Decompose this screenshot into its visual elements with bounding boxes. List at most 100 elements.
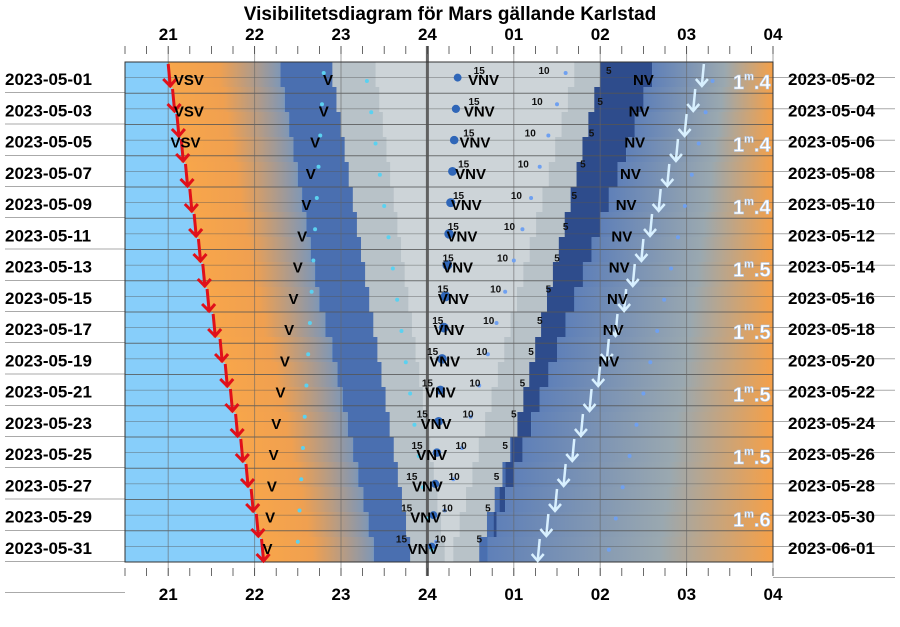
altitude-label: 10: [476, 347, 488, 358]
planet-high-band: [404, 262, 524, 288]
path-dot: [390, 266, 395, 271]
altitude-label: 15: [453, 191, 465, 202]
mars-culmination-dot: [451, 104, 461, 113]
deep-night-band: [600, 62, 653, 88]
plot-frame: [124, 61, 774, 563]
mars-culmination-dot: [440, 291, 451, 302]
path-dot: [563, 70, 568, 75]
mars-culmination-dot: [434, 416, 444, 426]
direction-label: V: [310, 135, 320, 152]
morning-twilight-band: [531, 412, 773, 438]
row-date-right: 2023-05-30: [788, 508, 875, 527]
path-dot: [703, 110, 708, 115]
altitude-label: 5: [563, 222, 569, 233]
x-tick-label-bottom: 24: [418, 585, 437, 604]
x-tick-label-top: 24: [418, 25, 437, 44]
evening-twilight-band: [261, 537, 374, 563]
altitude-label: 10: [435, 535, 447, 546]
evening-twilight-band: [245, 462, 359, 488]
altitude-label: 10: [532, 97, 544, 108]
sunrise-arrow: [625, 263, 640, 288]
altitude-label: 15: [422, 378, 434, 389]
row-date-left: 2023-05-27: [5, 476, 92, 495]
path-dot: [675, 235, 680, 240]
magnitude-label: 1m.6: [733, 508, 771, 531]
path-dot: [634, 422, 639, 427]
mars-culmination-dot: [432, 448, 442, 457]
row-date-left: 2023-05-13: [5, 258, 92, 277]
row-date-right: 2023-05-26: [788, 445, 875, 464]
direction-label: VNV: [412, 478, 443, 495]
sunset-arrow: [201, 288, 217, 314]
altitude-label: 5: [528, 347, 534, 358]
altitude-label: 15: [396, 535, 408, 546]
altitude-label: 10: [511, 191, 523, 202]
altitude-label: 15: [437, 285, 449, 296]
sunrise-arrow: [686, 88, 701, 113]
direction-label: VNV: [408, 541, 439, 558]
direction-label: VNV: [410, 510, 441, 527]
direction-label: NV: [609, 260, 630, 277]
x-tick-label-top: 02: [591, 25, 610, 44]
magnitude-label: 1m.5: [733, 258, 771, 281]
evening-twilight-band: [194, 212, 307, 238]
x-tick-label-top: 01: [504, 25, 523, 44]
altitude-label: 5: [589, 128, 595, 139]
deep-night-band: [493, 512, 497, 538]
planet-high-band: [397, 212, 537, 238]
direction-label: VNV: [442, 260, 473, 277]
row-date-left: 2023-05-25: [5, 445, 92, 464]
altitude-label: 15: [474, 66, 486, 77]
altitude-label: 10: [449, 472, 461, 483]
morning-twilight-band: [557, 337, 773, 363]
morning-twilight-band: [513, 462, 773, 488]
path-dot: [494, 320, 499, 325]
planet-high-band: [422, 387, 492, 413]
planet-high-band: [390, 162, 549, 188]
evening-twilight-band: [235, 412, 348, 438]
altitude-label: 15: [417, 410, 429, 421]
direction-label: V: [288, 291, 298, 308]
row-date-right: 2023-06-01: [788, 539, 875, 558]
path-dot: [613, 516, 618, 521]
evening-twilight-band: [181, 137, 294, 163]
sunset-arrow: [219, 363, 235, 389]
path-dot: [477, 383, 482, 388]
row-date-left: 2023-05-07: [5, 164, 92, 183]
path-dot: [620, 485, 625, 490]
row-date-left: 2023-05-23: [5, 414, 92, 433]
deep-night-band: [517, 412, 532, 438]
altitude-label: 10: [442, 503, 454, 514]
path-dot: [546, 133, 551, 138]
direction-label: NV: [611, 228, 632, 245]
planet-high-band: [375, 62, 575, 88]
mars-culmination-dot: [442, 260, 453, 270]
morning-twilight-band: [539, 387, 773, 413]
direction-label: V: [280, 353, 290, 370]
sunset-arrow: [179, 163, 195, 189]
path-dot: [416, 453, 421, 458]
path-dot: [537, 164, 542, 169]
row-date-right: 2023-05-08: [788, 164, 875, 183]
altitude-label: 10: [525, 128, 537, 139]
evening-twilight-band: [207, 287, 320, 313]
altitude-label: 5: [476, 535, 482, 546]
evening-twilight-band: [230, 387, 343, 413]
row-date-right: 2023-05-16: [788, 289, 875, 308]
direction-label: VNV: [425, 385, 456, 402]
direction-label: VNV: [434, 322, 465, 339]
sunset-arrow: [207, 313, 223, 339]
sunset-arrow: [234, 438, 250, 464]
direction-label: VSV: [174, 103, 204, 120]
deep-night-band: [570, 187, 609, 213]
row-date-left: 2023-05-11: [5, 226, 91, 245]
morning-twilight-band: [496, 512, 773, 538]
path-dot: [313, 227, 318, 232]
deep-night-band: [552, 262, 583, 288]
altitude-label: 15: [458, 160, 470, 171]
direction-label: VNV: [464, 103, 495, 120]
altitude-label: 5: [546, 285, 552, 296]
deep-night-band: [594, 87, 644, 113]
path-dot: [421, 485, 426, 490]
direction-label: VSV: [174, 72, 204, 89]
